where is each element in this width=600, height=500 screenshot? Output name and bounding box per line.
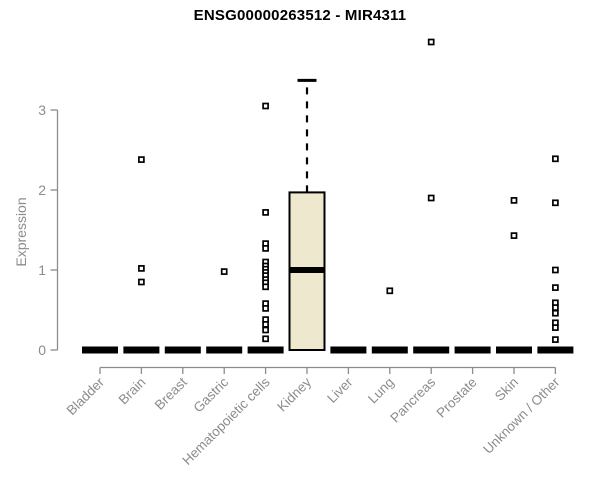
x-tick-label: Brain bbox=[116, 375, 149, 408]
outlier-marker bbox=[262, 335, 269, 343]
outlier-marker bbox=[552, 155, 559, 163]
outlier-marker bbox=[138, 265, 145, 272]
chart-title: ENSG00000263512 - MIR4311 bbox=[193, 7, 407, 24]
collapsed-box bbox=[123, 346, 160, 354]
box-group-skin bbox=[496, 197, 532, 354]
outlier-marker bbox=[552, 199, 559, 207]
outlier-marker bbox=[262, 245, 269, 252]
collapsed-box bbox=[537, 346, 574, 354]
outlier-marker bbox=[552, 266, 559, 274]
box-group-liver bbox=[330, 346, 367, 354]
outlier-marker bbox=[138, 278, 145, 286]
box-group-unknown-other bbox=[537, 155, 574, 354]
collapsed-box bbox=[206, 346, 243, 354]
collapsed-box bbox=[82, 346, 118, 354]
box-group-brain bbox=[123, 156, 160, 354]
outlier-marker bbox=[262, 283, 269, 291]
outlier-marker bbox=[262, 326, 269, 334]
collapsed-box bbox=[164, 346, 201, 354]
collapsed-box bbox=[247, 346, 284, 354]
outlier-marker bbox=[262, 305, 269, 312]
x-tick-label: Pancreas bbox=[387, 374, 438, 425]
x-tick-label: Kidney bbox=[274, 374, 314, 414]
outlier-marker bbox=[262, 321, 269, 328]
collapsed-box bbox=[371, 346, 408, 354]
x-tick-label: Bladder bbox=[64, 374, 108, 418]
outlier-marker bbox=[262, 209, 269, 216]
box-group-gastric bbox=[206, 268, 243, 354]
outlier-marker bbox=[552, 324, 559, 331]
y-tick-label: 1 bbox=[38, 262, 46, 278]
x-tick-label: Gastric bbox=[190, 374, 231, 415]
collapsed-box bbox=[413, 346, 450, 354]
outlier-marker bbox=[552, 284, 559, 291]
outlier-marker bbox=[386, 287, 394, 295]
y-tick-label: 0 bbox=[38, 342, 46, 358]
outlier-marker bbox=[138, 156, 145, 163]
outlier-marker bbox=[510, 197, 518, 204]
outlier-marker bbox=[262, 102, 269, 110]
y-tick-label: 2 bbox=[38, 182, 46, 198]
outlier-marker bbox=[427, 38, 435, 46]
outlier-marker bbox=[510, 232, 518, 239]
x-tick-label: Skin bbox=[492, 375, 521, 404]
collapsed-box bbox=[496, 346, 532, 354]
outlier-marker bbox=[552, 304, 559, 311]
box-group-lung bbox=[371, 287, 408, 354]
y-tick-label: 3 bbox=[38, 102, 46, 118]
outlier-marker bbox=[552, 309, 559, 317]
outlier-marker bbox=[427, 194, 435, 202]
outlier-marker bbox=[220, 268, 228, 275]
box-group-hematopoietic-cells bbox=[247, 102, 284, 354]
x-tick-label: Unknown / Other bbox=[480, 374, 563, 457]
collapsed-box bbox=[330, 346, 367, 354]
box-group-kidney bbox=[288, 78, 326, 351]
x-tick-label: Liver bbox=[324, 374, 356, 406]
box-group-bladder bbox=[82, 346, 118, 354]
x-tick-label: Prostate bbox=[434, 375, 480, 421]
collapsed-box bbox=[454, 346, 491, 354]
box-group-breast bbox=[164, 346, 201, 354]
x-tick-label: Lung bbox=[365, 375, 397, 407]
y-axis: 0 1 2 3 bbox=[38, 102, 59, 358]
box-group-pancreas bbox=[413, 38, 450, 354]
x-tick-label: Breast bbox=[152, 374, 190, 412]
box-group-prostate bbox=[454, 346, 491, 354]
outlier-marker bbox=[552, 336, 559, 343]
